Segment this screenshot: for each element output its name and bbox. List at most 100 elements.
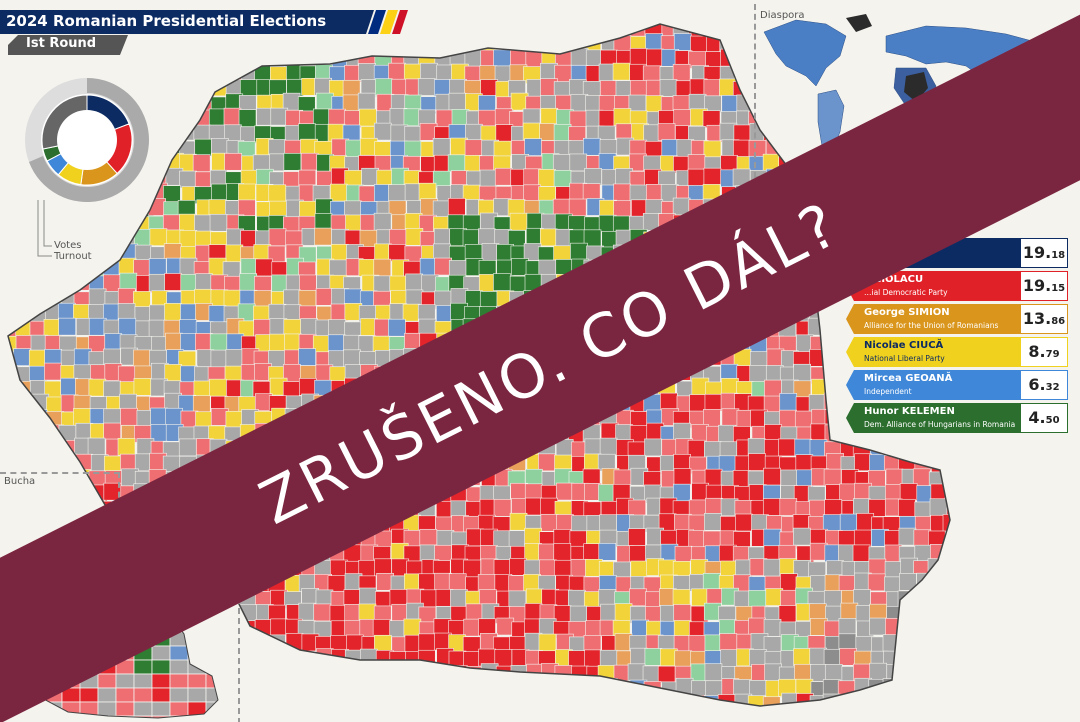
map-cell [331, 693, 349, 706]
map-cell [914, 695, 932, 706]
map-cell [164, 303, 182, 321]
map-cell [658, 693, 677, 706]
map-cell [539, 559, 557, 578]
map-cell [388, 62, 406, 81]
map-cell [164, 47, 183, 66]
map-cell [421, 24, 440, 39]
map-cell [553, 170, 572, 188]
map-cell [571, 711, 588, 722]
map-cell [733, 139, 751, 158]
map-cell [8, 216, 19, 235]
map-cell [8, 245, 19, 264]
map-cell [358, 63, 376, 81]
map-cell [538, 169, 556, 187]
map-cell [735, 49, 753, 68]
map-cell [298, 680, 316, 699]
map-cell [749, 365, 768, 383]
map-cell [237, 664, 256, 683]
map-cell [45, 275, 64, 294]
map-cell [583, 576, 602, 595]
map-cell [840, 602, 859, 621]
map-cell [299, 274, 317, 293]
map-cell [223, 107, 242, 126]
map-cell [433, 696, 451, 706]
map-cell [673, 33, 692, 51]
map-cell [493, 499, 512, 517]
county-cell [115, 687, 135, 703]
map-cell [257, 712, 274, 722]
map-cell [673, 468, 692, 486]
map-cell [943, 456, 950, 474]
map-cell [929, 665, 948, 684]
map-cell [224, 34, 243, 53]
county-cell [224, 646, 228, 660]
map-cell [614, 603, 633, 621]
map-cell [211, 183, 229, 202]
map-cell [867, 573, 886, 592]
map-cell [211, 138, 229, 156]
map-cell [599, 437, 618, 456]
county-cell [79, 715, 99, 718]
map-cell [59, 453, 77, 472]
map-cell [509, 24, 528, 38]
candidate-name: Hunor KELEMEN [864, 406, 955, 417]
map-cell [149, 304, 167, 323]
map-cell [508, 575, 526, 593]
map-cell [732, 470, 751, 488]
map-cell [869, 617, 887, 636]
map-cell [524, 680, 543, 699]
map-cell [748, 590, 767, 608]
map-cell [628, 94, 647, 113]
county-cell [187, 687, 207, 703]
map-cell [195, 273, 213, 291]
map-cell [8, 440, 18, 459]
map-cell [721, 377, 739, 396]
map-cell [450, 589, 468, 607]
map-cell [373, 122, 392, 141]
map-cell [899, 483, 918, 501]
map-cell [270, 618, 289, 637]
map-cell [522, 122, 541, 141]
map-cell [538, 543, 556, 562]
map-cell [946, 618, 950, 636]
map-cell [478, 228, 496, 247]
map-cell [14, 424, 33, 442]
map-cell [794, 410, 813, 429]
map-cell [88, 288, 107, 307]
map-cell [447, 693, 466, 706]
map-cell [210, 349, 229, 368]
county-cell [97, 687, 117, 703]
map-cell [854, 453, 872, 472]
map-cell [13, 304, 31, 322]
map-cell [764, 379, 782, 398]
map-cell [8, 80, 18, 98]
map-cell [568, 650, 586, 668]
county-cell [115, 701, 135, 717]
map-cell [478, 694, 496, 706]
map-cell [824, 499, 842, 517]
candidate-row: Mircea GEOANĂ Independent 6.32 [846, 370, 1068, 400]
map-cell [523, 184, 541, 203]
map-cell [555, 24, 573, 37]
map-cell [525, 497, 543, 516]
map-cell [179, 170, 197, 189]
map-cell [451, 33, 470, 52]
map-cell [494, 696, 512, 706]
map-cell [929, 634, 947, 653]
map-cell [465, 290, 483, 308]
map-cell [660, 710, 677, 722]
map-cell [103, 422, 121, 441]
map-cell [117, 303, 136, 321]
map-cell [8, 290, 17, 309]
map-cell [418, 182, 437, 201]
map-cell [435, 24, 453, 37]
county-cell [61, 701, 81, 717]
map-cell [256, 692, 275, 706]
map-cell [477, 574, 496, 592]
map-cell [840, 712, 857, 722]
county-cell [224, 660, 228, 674]
candidate-party: National Liberal Party [864, 354, 945, 363]
candidate-party: Alliance for the Union of Romanians [864, 321, 999, 330]
map-cell [869, 662, 888, 681]
map-cell [436, 666, 454, 684]
